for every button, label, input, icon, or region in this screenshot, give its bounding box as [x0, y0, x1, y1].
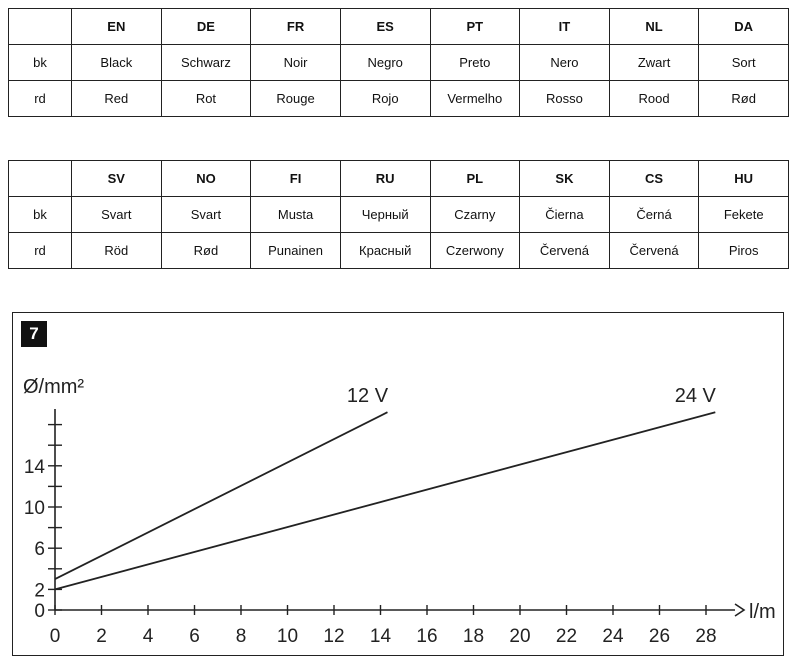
header-cell: DE	[160, 8, 252, 45]
header-cell: NL	[608, 8, 700, 45]
table-cell: Black	[71, 44, 162, 81]
table-cell: Rosso	[519, 80, 610, 117]
table-cell: Красный	[339, 232, 431, 269]
x-tick-label: 4	[143, 626, 154, 647]
header-cell: HU	[698, 160, 789, 197]
header-cell: FR	[250, 8, 341, 45]
table-cell: Zwart	[608, 44, 700, 81]
header-cell: EN	[71, 8, 162, 45]
table-cell: Schwarz	[160, 44, 252, 81]
table-cell: Svart	[160, 196, 252, 233]
x-tick-label: 16	[416, 626, 437, 647]
table-cell: Czerwony	[429, 232, 521, 269]
x-tick-label: 22	[556, 626, 577, 647]
header-cell: PL	[429, 160, 521, 197]
table-cell: Piros	[698, 232, 789, 269]
table-header-row: SV NO FI RU PL SK CS HU	[8, 160, 789, 197]
table-cell: Preto	[429, 44, 521, 81]
row-label-cell: rd	[8, 80, 72, 117]
x-tick-label: 8	[236, 626, 247, 647]
table-row: bk Black Schwarz Noir Negro Preto Nero Z…	[8, 44, 789, 81]
y-tick-label: 2	[34, 580, 45, 601]
y-tick-label: 0	[34, 601, 45, 622]
header-cell: NO	[160, 160, 252, 197]
series-line-1	[54, 411, 388, 580]
x-tick-label: 20	[509, 626, 530, 647]
y-tick-label: 10	[24, 498, 45, 519]
table-cell: Červená	[519, 232, 610, 269]
x-tick-label: 24	[602, 626, 624, 647]
row-label-cell: rd	[8, 232, 72, 269]
header-cell: SV	[71, 160, 162, 197]
header-cell: FI	[250, 160, 341, 197]
header-cell: ES	[339, 8, 431, 45]
table-cell: Nero	[519, 44, 610, 81]
table-row: rd Röd Rød Punainen Красный Czerwony Čer…	[8, 232, 789, 269]
header-cell	[8, 8, 72, 45]
row-label-cell: bk	[8, 196, 72, 233]
table-cell: Rød	[698, 80, 789, 117]
table-cell: Fekete	[698, 196, 789, 233]
row-label-cell: bk	[8, 44, 72, 81]
table-cell: Red	[71, 80, 162, 117]
table-cell: Czarny	[429, 196, 521, 233]
table-cell: Noir	[250, 44, 341, 81]
x-tick-label: 14	[370, 626, 392, 647]
table-cell: Čierna	[519, 196, 610, 233]
header-cell: SK	[519, 160, 610, 197]
table-cell: Rouge	[250, 80, 341, 117]
y-axis-label: Ø/mm²	[23, 376, 84, 398]
x-tick-label: 28	[695, 626, 716, 647]
figure-7: 7 l/m Ø/mm² 0 2 4 6 8 10 12 14 16 18 20 22 24 26 28 0 2 6 10…	[12, 312, 784, 656]
table-cell: Musta	[250, 196, 341, 233]
table-row: rd Red Rot Rouge Rojo Vermelho Rosso Roo…	[8, 80, 789, 117]
x-axis-label: l/m	[749, 601, 776, 623]
table-cell: Svart	[71, 196, 162, 233]
x-tick-label: 10	[277, 626, 298, 647]
header-cell	[8, 160, 72, 197]
table-cell: Röd	[71, 232, 162, 269]
header-cell: IT	[519, 8, 610, 45]
table-cell: Rød	[160, 232, 252, 269]
series-label-1: 12 V	[347, 385, 389, 407]
table-cell: Sort	[698, 44, 789, 81]
x-tick-label: 18	[463, 626, 484, 647]
y-tick-label: 6	[34, 539, 45, 560]
table-cell: Černá	[608, 196, 700, 233]
y-tick-label: 14	[24, 457, 46, 478]
header-cell: CS	[608, 160, 700, 197]
x-tick-label: 26	[649, 626, 670, 647]
x-tick-label: 12	[323, 626, 344, 647]
table-cell: Punainen	[250, 232, 341, 269]
table-cell: Červená	[608, 232, 700, 269]
x-axis-arrow	[734, 603, 746, 617]
series-line-2	[54, 411, 716, 591]
color-table-2: SV NO FI RU PL SK CS HU bk Svart Svart M…	[8, 160, 789, 269]
table-cell: Rood	[608, 80, 700, 117]
figure-number-badge: 7	[21, 321, 47, 347]
header-cell: PT	[429, 8, 521, 45]
table-cell: Rojo	[339, 80, 431, 117]
x-tick-label: 6	[189, 626, 200, 647]
x-tick-label: 0	[50, 626, 61, 647]
table-cell: Vermelho	[429, 80, 521, 117]
table-header-row: EN DE FR ES PT IT NL DA	[8, 8, 789, 45]
table-cell: Черный	[339, 196, 431, 233]
table-row: bk Svart Svart Musta Черный Czarny Čiern…	[8, 196, 789, 233]
header-cell: DA	[698, 8, 789, 45]
series-label-2: 24 V	[675, 385, 717, 407]
color-table-1: EN DE FR ES PT IT NL DA bk Black Schwarz…	[8, 8, 789, 117]
header-cell: RU	[339, 160, 431, 197]
x-tick-label: 2	[96, 626, 107, 647]
table-cell: Rot	[160, 80, 252, 117]
table-cell: Negro	[339, 44, 431, 81]
